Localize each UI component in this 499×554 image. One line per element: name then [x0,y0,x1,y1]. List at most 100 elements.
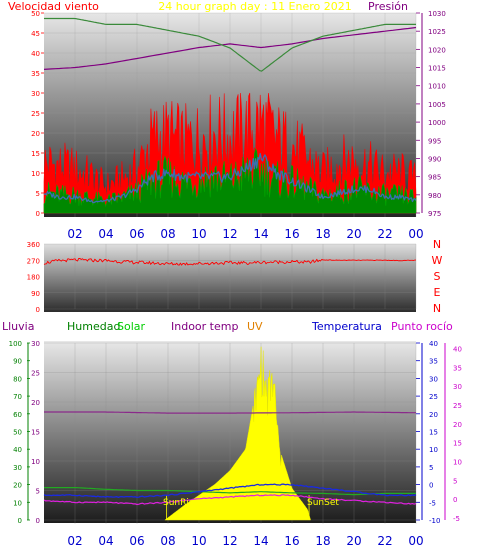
wind-axis-tick: 35 [31,70,40,78]
rain-axis-tick: 50 [13,429,22,437]
indoor-temp-label: Indoor temp [171,320,238,333]
dew-point-axis-tick: 25 [453,402,462,410]
dew-point-axis-tick: 15 [453,440,462,448]
direction-axis-tick: 180 [27,274,40,282]
wind-gust-series [43,92,417,214]
time-axis-tick: 18 [315,227,330,241]
pressure-axis-tick: 975 [428,210,441,218]
time-axis-tick: 22 [377,227,392,241]
dew-point-axis-tick: 20 [453,421,462,429]
temperature-axis-tick: 25 [429,393,438,401]
direction-axis-tick: 360 [27,241,40,249]
time-axis-tick: 00 [408,227,423,241]
wind-axis-tick: 20 [31,130,40,138]
rain-axis-tick: 20 [13,482,22,490]
sunrise-label: SunRise [163,498,200,508]
temperature-line [43,483,417,499]
wind-axis-tick: 5 [36,190,40,198]
time-axis-tick: 18 [315,534,330,548]
rain-axis-tick: 90 [13,358,22,366]
pressure-axis-tick: 990 [428,155,441,163]
time-axis-tick: 06 [129,227,144,241]
temperature-label: Temperatura [311,320,382,333]
compass-label: N [433,238,441,251]
compass-label: S [434,270,441,283]
indoor-temp-line [44,411,416,414]
wind-axis-tick: 45 [31,30,40,38]
time-axis-tick: 16 [284,227,299,241]
wind-axis-tick: 30 [31,90,40,98]
wind-axis-tick: 50 [31,10,40,18]
temperature-axis-tick: 40 [429,340,438,348]
humidity-axis-tick: 20 [31,399,40,407]
dew-point-axis-tick: 40 [453,346,462,354]
time-axis-tick: 14 [253,227,268,241]
sunset-label: SunSet [307,498,339,508]
humidity-label: Humedad [67,320,120,333]
compass-label: E [434,286,441,299]
pressure-axis-tick: 1005 [428,101,446,109]
rain-axis-tick: 70 [13,393,22,401]
wind-axis-tick: 15 [31,150,40,158]
pressure-label: Presión [368,0,408,13]
wind-axis-tick: 40 [31,50,40,58]
direction-axis-tick: 0 [36,306,40,314]
time-axis-tick: 00 [408,534,423,548]
temperature-axis-tick: 0 [429,482,433,490]
wind-axis-tick: 25 [31,110,40,118]
humidity-axis-tick: 15 [31,429,40,437]
humidity-axis-tick: 10 [31,458,40,466]
pressure-axis-tick: 1010 [428,83,446,91]
time-axis-tick: 08 [160,534,175,548]
pressure-axis-tick: 1000 [428,119,446,127]
time-axis-tick: 22 [377,534,392,548]
pressure-axis-tick: 985 [428,174,441,182]
humidity-axis-tick: 30 [31,340,40,348]
humidity-low-line [44,487,416,496]
wind-axis-tick: 10 [31,170,40,178]
solar-series [164,346,311,521]
dew-point-axis-tick: 35 [453,364,462,372]
pressure-axis-tick: 980 [428,192,441,200]
direction-axis-tick: 270 [27,257,40,265]
rain-axis-tick: 0 [18,517,22,525]
humidity-axis-tick: 0 [36,517,40,525]
pressure-axis-tick: 1015 [428,65,446,73]
time-axis-tick: 16 [284,534,299,548]
dew-point-axis-tick: 10 [453,459,462,467]
temperature-axis-tick: -10 [429,517,440,525]
time-axis-tick: 12 [222,227,237,241]
time-axis-tick: 10 [191,227,206,241]
rain-axis-tick: 40 [13,446,22,454]
temperature-axis-tick: 20 [429,411,438,419]
wind-direction-line [43,257,416,266]
time-axis-tick: 08 [160,227,175,241]
rain-label: Lluvia [2,320,34,333]
wind-average-line [43,152,417,204]
pressure-line [43,26,417,70]
time-axis-tick: 06 [129,534,144,548]
temperature-axis-tick: 15 [429,429,438,437]
rain-axis-tick: 10 [13,499,22,507]
rain-axis-tick: 60 [13,411,22,419]
humidity-line [44,17,416,72]
rain-axis-tick: 100 [9,340,22,348]
pressure-axis-tick: 1030 [428,10,446,18]
uv-label: UV [247,320,263,333]
pressure-axis-tick: 1020 [428,46,446,54]
time-axis-tick: 10 [191,534,206,548]
time-axis-tick: 04 [98,534,113,548]
direction-axis-tick: 90 [31,290,40,298]
time-axis-tick: 02 [67,227,82,241]
humidity-axis-tick: 25 [31,370,40,378]
dew-point-axis-tick: 0 [453,496,457,504]
wind-axis-tick: 0 [36,210,40,218]
temperature-axis-tick: 5 [429,464,433,472]
dew-point-label: Punto rocío [391,320,453,333]
temperature-axis-tick: 35 [429,358,438,366]
chart-title: 24 hour graph day : 11 Enero 2021 [158,0,352,13]
time-axis-tick: 20 [346,534,361,548]
dew-point-axis-tick: 30 [453,383,462,391]
dew-point-line [43,494,417,506]
